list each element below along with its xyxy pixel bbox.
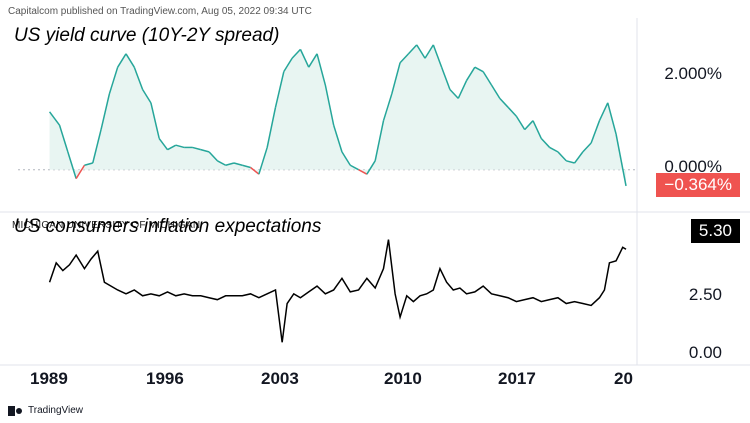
spread-segment (200, 148, 210, 153)
ticker-label: MICHIGAN UNIVERSITY OF MICHIGAN (12, 220, 201, 231)
last-value-badge: −0.364% (656, 173, 740, 197)
spread-segment (366, 160, 376, 175)
spread-segment (515, 115, 526, 130)
spread-segment (557, 151, 567, 162)
spread-segment (58, 124, 69, 153)
spread-segment (324, 84, 335, 126)
spread-segment (283, 57, 293, 73)
spread-segment (399, 53, 409, 64)
spread-segment (167, 144, 177, 151)
spread-segment (573, 151, 584, 164)
spread-segment (48, 111, 61, 126)
spread-segment (382, 93, 393, 121)
spread-segment (407, 44, 418, 55)
tradingview-brand[interactable]: TradingView (8, 405, 83, 416)
y-tick-label: 2.000% (664, 64, 722, 83)
spread-segment (532, 120, 542, 139)
spread-segment (308, 53, 318, 68)
spread-segment (540, 138, 551, 148)
spread-segment (474, 66, 484, 73)
last-value-badge: 5.30 (690, 219, 740, 243)
inflation-pane (48, 239, 627, 343)
spread-segment (242, 164, 251, 169)
x-tick-label: 20 (614, 369, 633, 388)
spread-segment (341, 151, 351, 166)
spread-segment (258, 147, 268, 175)
x-tick-label: 2003 (261, 369, 299, 388)
yield-curve-title: US yield curve (10Y-2Y spread) (14, 25, 280, 46)
spread-segment (158, 138, 169, 151)
spread-segment (125, 53, 135, 68)
y-tick-label: 2.50 (688, 285, 722, 304)
spread-segment (391, 62, 401, 95)
spread-segment (416, 44, 426, 59)
spread-segment (192, 146, 201, 151)
inflation-line (48, 239, 627, 343)
y-tick-label: 0.000% (664, 157, 722, 176)
spread-segment (358, 169, 368, 175)
spread-segment (316, 53, 327, 86)
spread-segment (108, 66, 119, 95)
spread-segment (175, 144, 185, 149)
spread-segment (84, 162, 93, 166)
spread-segment (150, 102, 160, 139)
spread-segment (424, 44, 434, 59)
brand-label: TradingView (28, 405, 84, 416)
spread-segment (299, 49, 310, 68)
spread-segment (615, 133, 627, 187)
spread-segment (217, 160, 227, 166)
spread-area (49, 44, 627, 186)
spread-segment (225, 162, 235, 166)
spread-segment (274, 71, 285, 108)
spread-segment (582, 142, 592, 153)
x-tick-label: 1996 (146, 369, 184, 388)
spread-segment (374, 120, 385, 161)
spread-segment (465, 66, 476, 81)
x-tick-label: 1989 (30, 369, 68, 388)
spread-segment (549, 146, 559, 153)
spread-segment (432, 44, 443, 68)
y-tick-label: 0.00 (688, 343, 722, 362)
spread-segment (92, 129, 102, 164)
spread-segment (499, 97, 509, 108)
spread-segment (100, 93, 111, 130)
yield-curve-pane (18, 44, 636, 187)
spread-segment (566, 160, 575, 164)
spread-segment (457, 80, 468, 99)
spread-segment (291, 48, 301, 59)
spread-segment (482, 71, 493, 86)
publish-header: Capitalcom published on TradingView.com,… (8, 6, 312, 17)
spread-segment (490, 84, 501, 99)
inflation-title: US consumers inflation expectations (14, 216, 322, 237)
spread-segment (266, 107, 277, 148)
spread-segment (208, 151, 218, 162)
spread-segment (449, 88, 459, 99)
spread-segment (349, 164, 359, 171)
spread-segment (67, 151, 77, 179)
spread-segment (233, 162, 243, 166)
spread-segment (117, 53, 127, 68)
spread-segment (250, 166, 260, 175)
x-tick-label: 2017 (498, 369, 536, 388)
spread-segment (133, 66, 144, 90)
spread-segment (507, 106, 517, 117)
spread-segment (440, 66, 451, 90)
x-tick-label: 2010 (384, 369, 422, 388)
spread-segment (598, 102, 609, 122)
tradingview-logo-icon (8, 405, 24, 416)
spread-segment (607, 102, 617, 135)
spread-segment (332, 124, 343, 153)
spread-segment (590, 120, 601, 144)
spread-segment (75, 164, 86, 180)
grid (0, 18, 750, 366)
spread-segment (524, 120, 534, 131)
spread-segment (141, 89, 152, 104)
